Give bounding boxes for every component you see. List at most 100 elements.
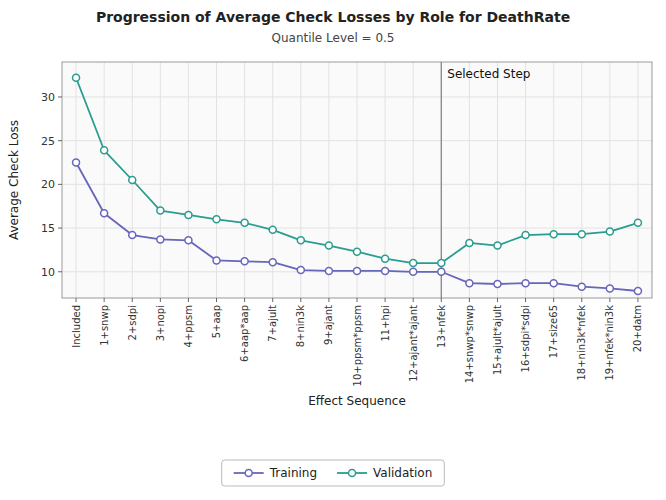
y-tick [58,184,62,185]
subtitle: Quantile Level = 0.5 [271,31,394,45]
point [101,210,108,217]
x-tick-label: 16+sdpi*sdpi [520,305,531,372]
plot-area [62,62,652,298]
x-tick [328,298,329,302]
grid-line [188,62,189,298]
x-tick [441,298,442,302]
legend-frame [222,460,445,486]
grid-line [357,62,358,298]
legend-label: Validation [373,466,432,480]
point [213,257,220,264]
x-tick [609,298,610,302]
point [634,219,641,226]
x-tick-label: Included [71,305,82,348]
legend-marker [349,470,356,477]
point [73,74,80,81]
legend-label: Training [269,466,317,480]
y-tick [58,271,62,272]
point [382,255,389,262]
data-layer [73,62,642,298]
point [522,280,529,287]
point [354,267,361,274]
series-line [76,163,638,291]
point [606,285,613,292]
point [522,232,529,239]
series-line [76,78,638,263]
point [410,260,417,267]
x-tick [357,298,358,302]
legend-marker [245,470,252,477]
point [129,232,136,239]
x-tick [581,298,582,302]
grid-line [553,62,554,298]
x-tick [160,298,161,302]
x-tick [469,298,470,302]
x-tick-label: 10+ppsm*ppsm [352,305,363,386]
x-tick-label: 8+nin3k [295,305,306,348]
point [494,242,501,249]
point [410,268,417,275]
x-tick-label: 19+nfek*nin3k [604,305,615,381]
x-tick [637,298,638,302]
point [297,267,304,274]
x-tick-label: 20+datm [632,305,643,352]
x-tick-label: 12+ajant*ajant [408,305,419,382]
x-tick [244,298,245,302]
x-tick-label: 4+ppsm [183,305,194,347]
point [466,239,473,246]
point [634,288,641,295]
annotation: Selected Step [447,67,530,81]
x-tick [104,298,105,302]
grid-line [637,62,638,298]
legend: Training Validation [222,460,445,486]
point [550,231,557,238]
x-tick-label: 2+sdpi [127,305,138,340]
point [550,280,557,287]
point [578,231,585,238]
x-tick-label: 14+snwp*snwp [464,305,475,383]
grid-line [469,62,470,298]
point [157,207,164,214]
y-tick-label: 20 [41,178,55,191]
x-tick [385,298,386,302]
x-tick [413,298,414,302]
grid-line [300,62,301,298]
x-tick [300,298,301,302]
x-tick-label: 1+snwp [99,305,110,346]
point [157,236,164,243]
y-tick [58,228,62,229]
x-tick-label: 17+size65 [548,305,559,358]
point [466,280,473,287]
y-tick [58,96,62,97]
x-tick [188,298,189,302]
x-tick [497,298,498,302]
grid-line [581,62,582,298]
point [241,258,248,265]
point [129,177,136,184]
point [185,211,192,218]
point [494,281,501,288]
x-tick [525,298,526,302]
point [578,283,585,290]
x-tick [216,298,217,302]
grid-line [525,62,526,298]
point [297,237,304,244]
grid-line [328,62,329,298]
point [325,242,332,249]
x-tick-label: 18+nin3k*nfek [576,305,587,381]
x-axis-label: Effect Sequence [308,394,406,408]
grid-line [104,62,105,298]
point [325,267,332,274]
point [241,219,248,226]
x-tick-label: 5+aap [211,305,222,338]
x-tick-label: 11+hpi [380,305,391,342]
point [438,260,445,267]
y-tick-label: 25 [41,135,55,148]
y-axis-label: Average Check Loss [7,120,21,240]
x-tick-label: 7+ajult [267,305,278,342]
x-tick-label: 6+aap*aap [239,305,250,362]
point [438,268,445,275]
y-tick-label: 30 [41,91,55,104]
plot-frame [62,62,652,298]
point [606,228,613,235]
